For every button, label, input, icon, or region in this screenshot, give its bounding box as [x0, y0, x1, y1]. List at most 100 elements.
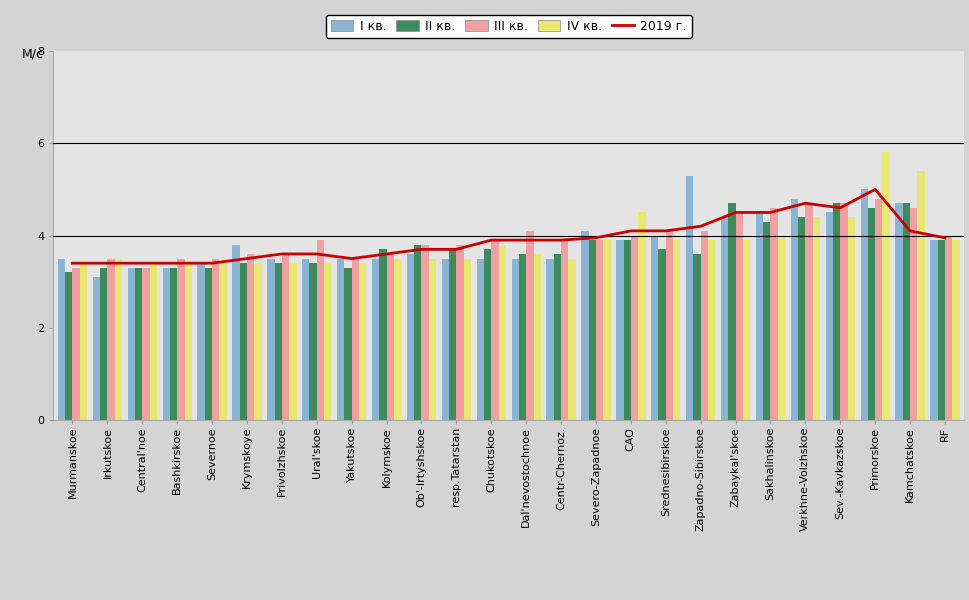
- Bar: [805, 203, 813, 420]
- Bar: [464, 259, 471, 420]
- Bar: [79, 263, 87, 420]
- Bar: [930, 240, 938, 420]
- Bar: [721, 217, 729, 420]
- Bar: [840, 203, 848, 420]
- Bar: [414, 245, 422, 420]
- Bar: [673, 240, 680, 420]
- Bar: [526, 231, 534, 420]
- Bar: [212, 259, 219, 420]
- Bar: [581, 231, 588, 420]
- Bar: [903, 203, 910, 420]
- Bar: [735, 212, 743, 420]
- Bar: [756, 212, 764, 420]
- Legend: I кв., II кв., III кв., IV кв., 2019 г.: I кв., II кв., III кв., IV кв., 2019 г.: [326, 15, 692, 38]
- Bar: [616, 240, 623, 420]
- Bar: [764, 221, 770, 420]
- Bar: [798, 217, 805, 420]
- Bar: [337, 259, 344, 420]
- Bar: [701, 231, 708, 420]
- Bar: [387, 254, 394, 420]
- Bar: [477, 259, 484, 420]
- Bar: [686, 176, 694, 420]
- Bar: [791, 199, 798, 420]
- Bar: [274, 263, 282, 420]
- Bar: [518, 254, 526, 420]
- Bar: [267, 259, 274, 420]
- Bar: [895, 203, 903, 420]
- Bar: [309, 263, 317, 420]
- Bar: [918, 171, 924, 420]
- Bar: [499, 245, 506, 420]
- Bar: [204, 268, 212, 420]
- Bar: [623, 240, 631, 420]
- Bar: [553, 254, 561, 420]
- Bar: [631, 235, 639, 420]
- Bar: [848, 217, 855, 420]
- Bar: [945, 235, 953, 420]
- Bar: [561, 240, 569, 420]
- Bar: [512, 259, 518, 420]
- Bar: [883, 152, 890, 420]
- Bar: [108, 259, 114, 420]
- Bar: [247, 254, 254, 420]
- Bar: [93, 277, 100, 420]
- Bar: [177, 259, 184, 420]
- Bar: [239, 263, 247, 420]
- Bar: [282, 254, 289, 420]
- Bar: [100, 268, 108, 420]
- Bar: [344, 268, 352, 420]
- Bar: [170, 268, 177, 420]
- Bar: [58, 259, 65, 420]
- Bar: [372, 259, 379, 420]
- Bar: [135, 268, 142, 420]
- Bar: [219, 263, 227, 420]
- Bar: [860, 190, 868, 420]
- Bar: [142, 268, 149, 420]
- Y-axis label: М/с: М/с: [22, 47, 45, 61]
- Bar: [429, 259, 436, 420]
- Bar: [456, 245, 464, 420]
- Bar: [359, 263, 366, 420]
- Bar: [149, 263, 157, 420]
- Bar: [729, 203, 735, 420]
- Bar: [938, 240, 945, 420]
- Bar: [302, 259, 309, 420]
- Bar: [868, 208, 875, 420]
- Bar: [604, 240, 610, 420]
- Bar: [875, 199, 883, 420]
- Bar: [442, 259, 449, 420]
- Bar: [73, 268, 79, 420]
- Bar: [407, 254, 414, 420]
- Bar: [694, 254, 701, 420]
- Bar: [449, 250, 456, 420]
- Bar: [484, 250, 491, 420]
- Bar: [953, 240, 959, 420]
- Bar: [596, 240, 604, 420]
- Bar: [569, 259, 576, 420]
- Bar: [352, 259, 359, 420]
- Bar: [254, 263, 262, 420]
- Bar: [547, 259, 553, 420]
- Bar: [708, 240, 715, 420]
- Bar: [184, 263, 192, 420]
- Bar: [289, 263, 297, 420]
- Bar: [163, 268, 170, 420]
- Bar: [65, 272, 73, 420]
- Bar: [826, 212, 833, 420]
- Bar: [833, 203, 840, 420]
- Bar: [324, 263, 331, 420]
- Bar: [666, 231, 673, 420]
- Bar: [317, 240, 324, 420]
- Bar: [114, 259, 122, 420]
- Bar: [659, 250, 666, 420]
- Bar: [651, 235, 659, 420]
- Bar: [491, 240, 499, 420]
- Bar: [394, 259, 401, 420]
- Bar: [588, 240, 596, 420]
- Bar: [639, 212, 645, 420]
- Bar: [534, 254, 541, 420]
- Bar: [743, 240, 750, 420]
- Bar: [770, 208, 778, 420]
- Bar: [422, 245, 429, 420]
- Bar: [379, 250, 387, 420]
